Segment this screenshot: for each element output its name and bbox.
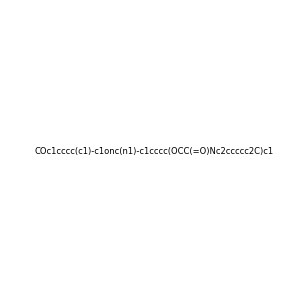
Text: COc1cccc(c1)-c1onc(n1)-c1cccc(OCC(=O)Nc2ccccc2C)c1: COc1cccc(c1)-c1onc(n1)-c1cccc(OCC(=O)Nc2…	[34, 147, 273, 156]
